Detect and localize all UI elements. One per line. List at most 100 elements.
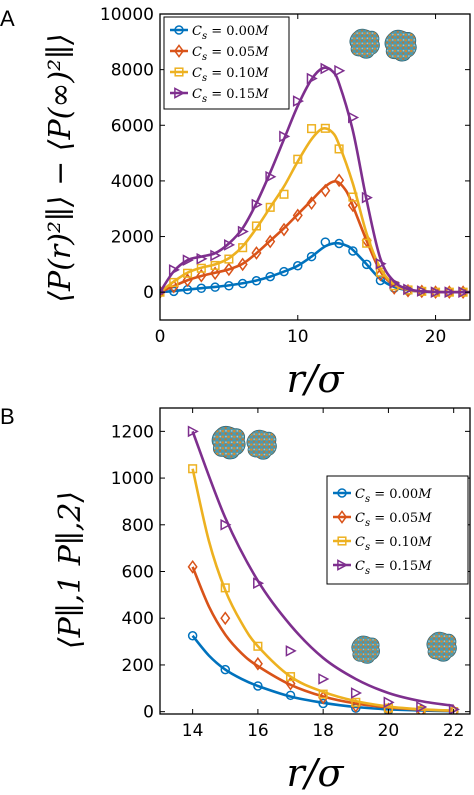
y-tick-label: 800 bbox=[122, 516, 154, 536]
y-tick-label: 2000 bbox=[111, 228, 154, 248]
panel-a-plot-area bbox=[160, 62, 470, 300]
series-1-data-point bbox=[320, 183, 331, 198]
x-tick-label: 16 bbox=[247, 721, 269, 741]
series-0-data-point bbox=[253, 681, 263, 691]
protein-structure-icon bbox=[426, 631, 457, 662]
series-1-data-point bbox=[285, 676, 296, 691]
x-tick-label: 22 bbox=[443, 721, 465, 741]
y-tick-label: 200 bbox=[122, 656, 154, 676]
y-tick-label: 1200 bbox=[111, 422, 154, 442]
series-0-data-point bbox=[320, 237, 331, 247]
series-2 bbox=[160, 123, 470, 297]
legend-2-label: Cs = 0.10M bbox=[355, 535, 432, 553]
series-3-data-point bbox=[196, 252, 208, 265]
series-3-data-point bbox=[350, 687, 362, 699]
series-3-data-point bbox=[253, 577, 265, 590]
series-1-data-point bbox=[347, 198, 358, 213]
series-1-data-point bbox=[292, 208, 303, 223]
series-1 bbox=[160, 173, 470, 300]
legend-0-marker bbox=[337, 488, 347, 498]
series-0-data-point bbox=[220, 664, 231, 675]
series-0-data-point bbox=[306, 251, 317, 262]
series-1-data-point bbox=[444, 285, 455, 300]
panel-b: B 14 16 18 20 22 0 200 400 600 800 1000 1200 r/σ ⟨P… bbox=[0, 404, 471, 795]
x-tick-label: 20 bbox=[378, 721, 400, 741]
series-2 bbox=[188, 464, 459, 714]
series-0-data-point bbox=[293, 261, 303, 271]
series-0-data-point bbox=[361, 259, 372, 270]
series-3-data-point bbox=[348, 111, 360, 124]
series-1-data-point bbox=[458, 285, 469, 300]
series-0-data-point bbox=[318, 698, 328, 709]
series-2-data-point bbox=[279, 189, 289, 199]
series-2-data-point bbox=[188, 464, 198, 474]
legend-0-marker bbox=[174, 25, 184, 35]
series-2-data-point bbox=[320, 123, 330, 133]
series-1-data-point bbox=[430, 285, 441, 300]
series-1-data-point bbox=[350, 698, 361, 713]
series-3-data-point bbox=[320, 62, 332, 75]
panel-b-ticks: 14 16 18 20 22 0 200 400 600 800 1000 1200 bbox=[111, 408, 470, 741]
panel-b-protein-inset-far bbox=[351, 631, 457, 664]
series-0-data-point bbox=[265, 271, 275, 282]
series-0-data-point bbox=[196, 283, 207, 294]
series-3-data-point bbox=[237, 225, 249, 238]
series-2-data-point bbox=[251, 221, 261, 231]
x-tick-label: 18 bbox=[312, 721, 334, 741]
series-3-data-point bbox=[285, 645, 297, 657]
panel-b-plot-area bbox=[187, 425, 460, 714]
protein-structure-icon bbox=[246, 429, 277, 460]
legend-1-label: Cs = 0.05M bbox=[355, 511, 432, 529]
legend-0-label: Cs = 0.00M bbox=[192, 24, 269, 42]
legend-1-marker bbox=[173, 44, 185, 58]
y-tick-label: 0 bbox=[143, 283, 154, 303]
panel-b-ylabel: ⟨P∥,1 P∥,2⟩ bbox=[53, 491, 88, 649]
series-3-data-point bbox=[220, 518, 232, 531]
panel-a-letter: A bbox=[0, 6, 15, 31]
series-2-data-point bbox=[351, 697, 361, 707]
series-3-data-point bbox=[279, 130, 291, 143]
legend-1-label: Cs = 0.05M bbox=[192, 45, 269, 63]
x-tick-label: 14 bbox=[182, 721, 204, 741]
panel-b-axes-box bbox=[159, 407, 471, 715]
series-3-data-point bbox=[458, 286, 470, 299]
series-3-data-point bbox=[403, 283, 415, 296]
series-3-data-point bbox=[334, 64, 346, 77]
panel-a-legend: Cs = 0.00M Cs = 0.05M Cs = 0.10M Cs = 0.15M bbox=[163, 16, 290, 110]
y-tick-label: 400 bbox=[122, 609, 154, 629]
series-2-data-point bbox=[318, 689, 328, 699]
series-3-data-point bbox=[265, 170, 277, 183]
panel-a-protein-pair-inset bbox=[349, 28, 417, 62]
y-tick-label: 6000 bbox=[111, 116, 154, 136]
series-0-data-point bbox=[251, 276, 262, 286]
series-3-data-point bbox=[318, 673, 330, 685]
series-3-data-point bbox=[383, 696, 395, 709]
series-1-data-point bbox=[210, 266, 221, 281]
series-2-data-point bbox=[224, 254, 234, 264]
panel-a-xlabel: r/σ bbox=[287, 357, 345, 401]
series-0-fit-line bbox=[191, 634, 454, 713]
y-tick-label: 1000 bbox=[111, 469, 154, 489]
legend-3-label: Cs = 0.15M bbox=[355, 559, 432, 577]
legend-2-marker bbox=[337, 536, 347, 546]
x-tick-label: 0 bbox=[155, 327, 166, 347]
series-2-data-point bbox=[169, 277, 179, 287]
legend-1-marker bbox=[336, 510, 348, 524]
series-1-data-point bbox=[237, 257, 248, 272]
series-3-data-point bbox=[224, 239, 236, 251]
series-3 bbox=[160, 62, 470, 299]
series-1-fit-line bbox=[191, 566, 454, 713]
series-0-data-point bbox=[210, 282, 220, 292]
panel-b-legend: Cs = 0.00M Cs = 0.05M Cs = 0.10M Cs = 0.15M bbox=[326, 475, 469, 585]
series-3-fit-line bbox=[160, 66, 470, 294]
series-3-data-point bbox=[416, 285, 428, 297]
series-1-data-point bbox=[252, 656, 263, 671]
series-1-data-point bbox=[187, 559, 198, 574]
series-2-fit-line bbox=[191, 468, 454, 713]
series-2-data-point bbox=[265, 202, 275, 212]
series-3-data-point bbox=[187, 425, 199, 438]
series-1-data-point bbox=[182, 273, 193, 288]
series-2-data-point bbox=[220, 583, 230, 593]
panel-a: A 0 10 20 0 2000 4000 6000 8000 10000 r/σ ⟨P(r)²… bbox=[0, 5, 471, 401]
